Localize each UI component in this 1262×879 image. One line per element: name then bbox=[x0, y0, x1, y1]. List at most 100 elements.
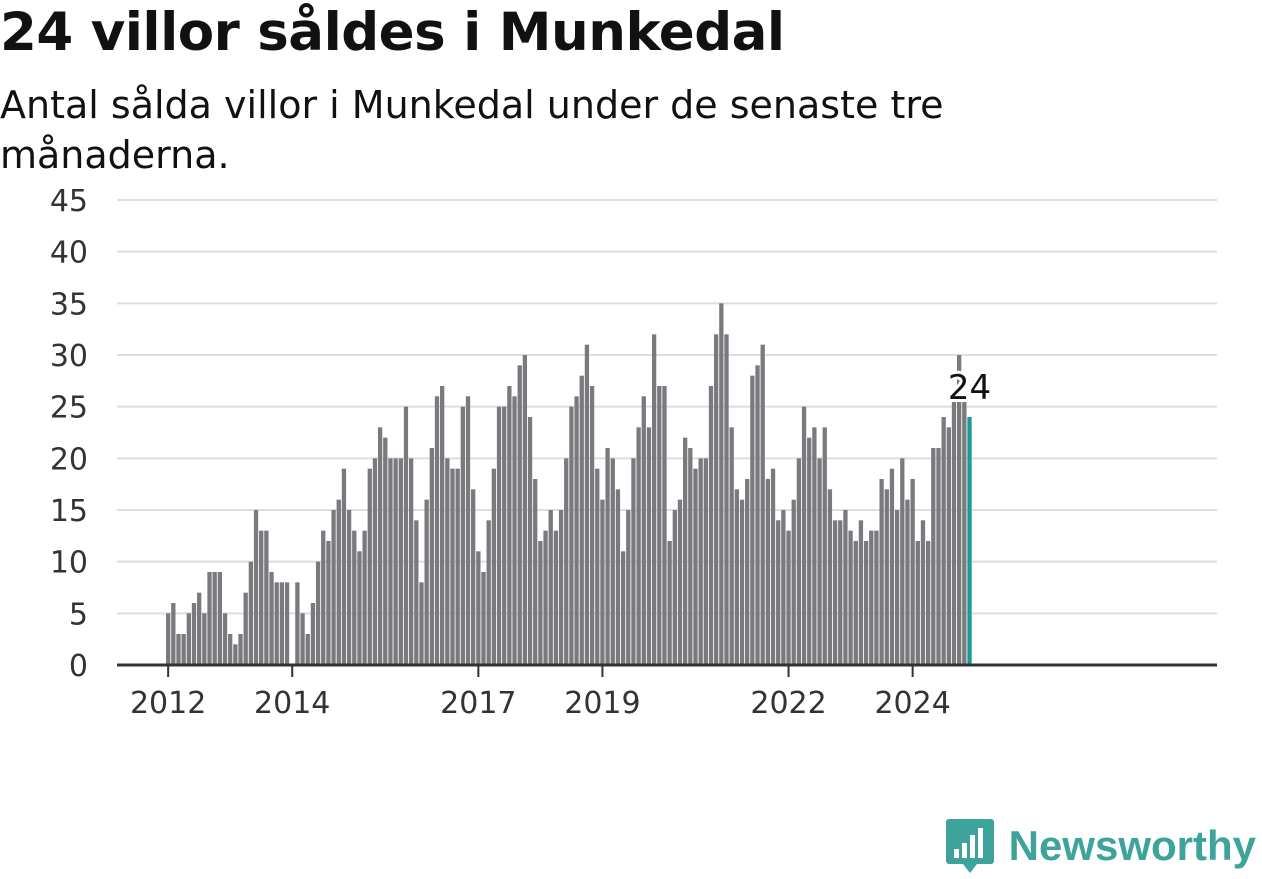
x-tick-label: 2019 bbox=[564, 686, 640, 721]
bar bbox=[610, 458, 615, 665]
bar bbox=[719, 303, 724, 665]
bar bbox=[253, 510, 259, 665]
bar bbox=[569, 406, 574, 665]
bar bbox=[228, 634, 233, 665]
bar bbox=[166, 613, 171, 665]
bar bbox=[274, 582, 279, 665]
bar bbox=[222, 613, 228, 665]
bar bbox=[662, 386, 667, 665]
bar bbox=[248, 561, 254, 665]
highlight-bar bbox=[967, 417, 972, 665]
bar bbox=[176, 634, 181, 665]
y-tick-label: 10 bbox=[50, 546, 88, 581]
bar bbox=[346, 510, 352, 665]
bar bbox=[651, 334, 657, 665]
bar bbox=[269, 572, 274, 665]
grid-layer bbox=[117, 199, 1217, 615]
x-tick-label: 2014 bbox=[254, 686, 330, 721]
bar bbox=[693, 468, 698, 665]
y-tick-label: 15 bbox=[50, 494, 88, 529]
bar bbox=[755, 365, 760, 665]
bar bbox=[352, 530, 357, 665]
bar bbox=[584, 344, 590, 665]
bar bbox=[408, 458, 414, 665]
bar bbox=[626, 510, 631, 665]
bar bbox=[217, 572, 222, 665]
bar bbox=[822, 427, 827, 665]
bar bbox=[279, 582, 285, 665]
bar bbox=[377, 427, 383, 665]
bar bbox=[807, 437, 812, 665]
bar bbox=[496, 406, 502, 665]
bar bbox=[641, 396, 646, 665]
newsworthy-logo-icon bbox=[945, 819, 994, 873]
bar bbox=[646, 427, 652, 665]
bar bbox=[683, 437, 688, 665]
bar bbox=[388, 458, 393, 665]
y-tick-label: 20 bbox=[50, 442, 88, 477]
bar bbox=[517, 365, 522, 665]
bar bbox=[434, 396, 440, 665]
bar bbox=[848, 530, 853, 665]
bar bbox=[527, 417, 533, 665]
bar bbox=[362, 530, 367, 665]
bar bbox=[843, 510, 848, 665]
bar bbox=[486, 520, 491, 665]
bar bbox=[491, 468, 497, 665]
bar bbox=[502, 406, 507, 665]
bar bbox=[543, 530, 548, 665]
bar bbox=[481, 572, 486, 665]
bar bbox=[739, 499, 745, 665]
bar bbox=[812, 427, 817, 665]
bar bbox=[533, 479, 538, 665]
bar bbox=[512, 396, 517, 665]
bar bbox=[445, 458, 450, 665]
bar bbox=[874, 530, 879, 665]
bar bbox=[853, 541, 858, 665]
bar bbox=[284, 582, 290, 665]
bar bbox=[900, 458, 905, 665]
bar bbox=[915, 541, 920, 665]
bar bbox=[295, 582, 300, 665]
bar bbox=[310, 603, 316, 665]
x-tick-label: 2012 bbox=[130, 686, 206, 721]
chart-subtitle: Antal sålda villor i Munkedal under de s… bbox=[0, 83, 944, 178]
bar bbox=[796, 458, 802, 665]
bar-layer bbox=[166, 303, 972, 665]
y-tick-label: 0 bbox=[69, 649, 88, 684]
bar bbox=[398, 458, 403, 665]
bar bbox=[910, 479, 915, 665]
bar bbox=[538, 541, 543, 665]
bar bbox=[657, 386, 662, 665]
y-tick-label: 35 bbox=[50, 287, 88, 322]
bar bbox=[781, 510, 786, 665]
bar bbox=[600, 499, 605, 665]
bar bbox=[315, 561, 321, 665]
bar bbox=[745, 479, 750, 665]
bar bbox=[553, 530, 559, 665]
bar bbox=[765, 479, 771, 665]
label-layer: 24 bbox=[945, 365, 994, 411]
bar bbox=[605, 448, 610, 665]
bar bbox=[889, 468, 895, 665]
brand: Newsworthy bbox=[945, 817, 1256, 875]
bar bbox=[827, 489, 833, 665]
bar bbox=[760, 344, 765, 665]
chart-title: 24 villor såldes i Munkedal bbox=[0, 2, 785, 63]
bar bbox=[564, 458, 569, 665]
bar bbox=[429, 448, 434, 665]
bar bbox=[832, 520, 838, 665]
bar bbox=[372, 458, 378, 665]
bar bbox=[574, 396, 579, 665]
bar bbox=[698, 458, 703, 665]
y-tick-label: 25 bbox=[50, 391, 88, 426]
bar bbox=[321, 530, 326, 665]
bar bbox=[894, 510, 900, 665]
bar bbox=[905, 499, 910, 665]
bar bbox=[440, 386, 445, 665]
bar bbox=[403, 406, 409, 665]
bar bbox=[750, 375, 755, 665]
bar bbox=[734, 489, 739, 665]
bar bbox=[615, 489, 621, 665]
bar bbox=[197, 592, 202, 665]
